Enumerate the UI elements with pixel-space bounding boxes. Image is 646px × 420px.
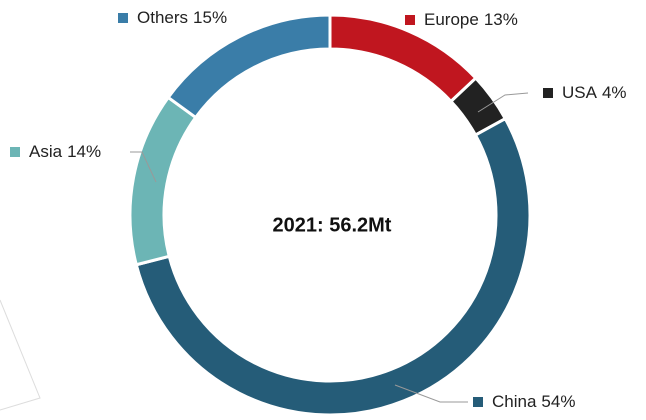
legend-swatch	[405, 15, 415, 25]
slice-label: Asia 14%	[29, 142, 101, 161]
slice-label: China 54%	[492, 392, 575, 411]
leader-line	[130, 151, 157, 183]
legend-swatch	[118, 13, 128, 23]
slice-label-value: 54%	[541, 392, 575, 411]
slice-label: Europe 13%	[424, 10, 518, 29]
leader-line	[394, 384, 468, 403]
legend-swatch	[543, 88, 553, 98]
donut-slice	[134, 116, 532, 417]
slice-label-value: 13%	[484, 10, 518, 29]
leader-line	[477, 92, 529, 113]
slice-label-name: USA	[562, 83, 598, 102]
slice-label-name: China	[492, 392, 537, 411]
decoration	[0, 299, 41, 411]
slice-label-value: 4%	[602, 83, 627, 102]
slice-label-value: 14%	[67, 142, 101, 161]
slice-label-name: Others	[137, 8, 188, 27]
donut-slice	[128, 95, 198, 267]
legend-swatch	[473, 397, 483, 407]
donut-slice	[166, 13, 332, 120]
slice-label: Others 15%	[137, 8, 227, 27]
slice-label-name: Asia	[29, 142, 63, 161]
legend-swatch	[10, 147, 20, 157]
slice-label: USA 4%	[562, 83, 627, 102]
slice-label-value: 15%	[193, 8, 227, 27]
center-label: 2021: 56.2Mt	[273, 214, 392, 236]
slice-label-name: Europe	[424, 10, 479, 29]
